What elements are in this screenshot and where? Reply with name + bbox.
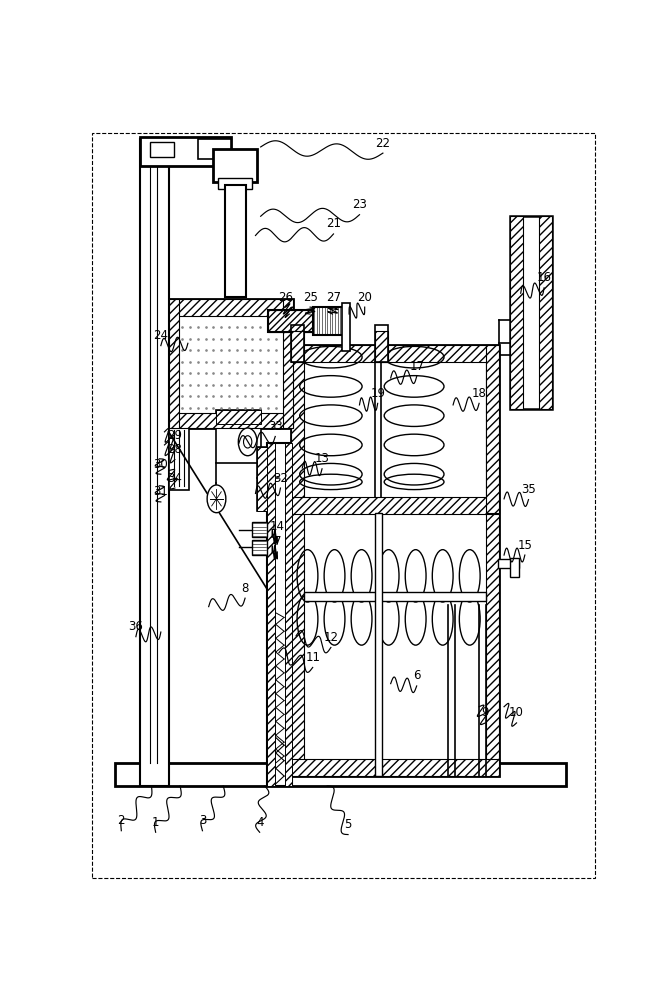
Text: 32: 32 (273, 472, 288, 485)
Text: 9: 9 (482, 706, 489, 719)
Bar (375, 331, 388, 362)
Bar (291, 759, 499, 776)
Text: 23: 23 (352, 198, 367, 211)
Text: 21: 21 (326, 217, 341, 230)
Bar (225, 185, 246, 297)
Bar (268, 310, 314, 332)
Bar (115, 763, 566, 786)
Bar (257, 447, 268, 511)
Text: 19: 19 (370, 387, 385, 400)
Text: 18: 18 (472, 387, 486, 400)
Bar (539, 216, 552, 409)
Text: 29: 29 (167, 429, 183, 442)
Text: 31: 31 (154, 485, 168, 498)
Bar (291, 345, 304, 776)
Text: 35: 35 (521, 483, 536, 496)
Text: 30: 30 (154, 458, 168, 471)
Text: 16: 16 (537, 271, 552, 284)
Bar (291, 325, 304, 362)
Text: 14: 14 (270, 520, 285, 533)
Text: 1: 1 (152, 816, 160, 829)
Bar (168, 299, 293, 428)
Text: 34: 34 (168, 472, 183, 485)
Bar (268, 310, 314, 332)
Bar (213, 149, 257, 182)
Bar (313, 307, 344, 335)
Bar (199, 139, 231, 158)
Bar (486, 345, 499, 513)
Text: 17: 17 (409, 360, 424, 373)
Bar (252, 540, 268, 555)
Bar (375, 513, 382, 776)
Text: 7: 7 (274, 535, 281, 548)
Text: 6: 6 (413, 669, 421, 682)
Bar (510, 558, 519, 577)
Text: 36: 36 (128, 620, 144, 633)
Bar (291, 331, 304, 362)
Bar (304, 592, 486, 601)
Bar (510, 216, 552, 409)
Bar (150, 142, 174, 157)
Bar (140, 139, 168, 786)
Bar (217, 410, 260, 463)
Bar (486, 345, 499, 776)
Text: 10: 10 (509, 706, 524, 719)
Text: 5: 5 (344, 818, 352, 831)
Bar (291, 345, 499, 776)
Text: 25: 25 (303, 291, 317, 304)
Bar (168, 426, 189, 490)
Bar (168, 299, 293, 316)
Bar (285, 443, 293, 786)
Bar (498, 559, 519, 568)
Bar (217, 410, 260, 424)
Text: 12: 12 (323, 631, 338, 644)
Bar (342, 303, 350, 351)
Bar (268, 443, 275, 786)
Circle shape (207, 485, 226, 513)
Bar (283, 299, 293, 428)
Text: 15: 15 (517, 539, 532, 552)
Text: 8: 8 (242, 582, 249, 595)
Text: 22: 22 (375, 137, 391, 150)
Bar (291, 345, 499, 362)
Circle shape (244, 436, 252, 448)
Bar (510, 216, 523, 409)
Text: 11: 11 (305, 651, 320, 664)
Text: 2: 2 (117, 814, 125, 827)
Text: 20: 20 (357, 291, 372, 304)
Text: 13: 13 (315, 452, 329, 465)
Bar (375, 325, 388, 362)
Circle shape (238, 428, 257, 456)
Text: 27: 27 (326, 291, 341, 304)
Bar (257, 447, 268, 511)
Text: 33: 33 (268, 420, 282, 433)
Bar (168, 413, 293, 428)
Text: 26: 26 (278, 291, 293, 304)
Text: 3: 3 (199, 814, 206, 827)
Bar (268, 443, 293, 786)
Text: 24: 24 (154, 329, 168, 342)
Bar (291, 497, 499, 514)
Text: 4: 4 (256, 816, 264, 829)
Bar (140, 137, 231, 166)
Text: 28: 28 (168, 443, 183, 456)
Bar (218, 178, 252, 189)
Bar (252, 522, 268, 537)
Bar (168, 299, 179, 428)
